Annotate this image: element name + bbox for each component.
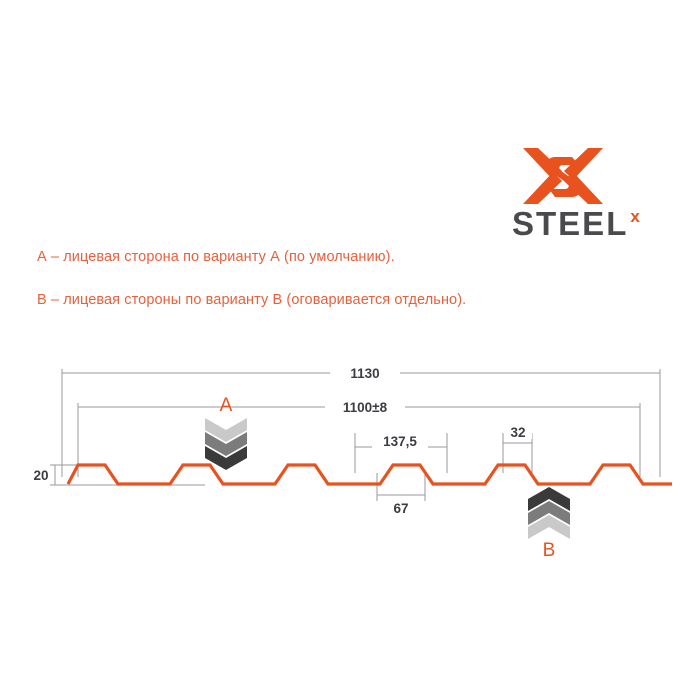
dim-label-1130: 1130	[350, 366, 379, 381]
dim-label-137-5: 137,5	[383, 434, 417, 449]
marker-b-letter: B	[542, 540, 556, 561]
marker-a-letter: A	[219, 395, 233, 416]
dimension-137-5: 137,5	[354, 433, 448, 473]
dim-label-137-bg	[372, 435, 428, 449]
marker-variant-b: B	[526, 487, 572, 561]
steelx-wordmark: STEEL x	[512, 207, 672, 243]
dim-label-1100: 1100±8	[343, 400, 388, 415]
steelx-x-mark-icon	[523, 148, 603, 204]
logo-word-steel: STEEL	[512, 205, 629, 242]
chevron-down-icon	[205, 418, 247, 470]
profile-technical-drawing: 1130 1100±8 137,5 67	[33, 366, 672, 516]
dimension-1130: 1130	[62, 366, 660, 381]
profile-outline	[66, 463, 672, 486]
marker-variant-a: A	[203, 396, 249, 470]
steelx-logo: STEEL x	[512, 145, 672, 245]
chevron-up-icon	[528, 487, 570, 539]
dimension-67: 67	[376, 473, 426, 516]
dim-label-32: 32	[510, 425, 525, 440]
dim-label-32-bg	[504, 425, 532, 439]
extension-lines-group	[61, 369, 661, 477]
dim-label-20: 20	[33, 468, 48, 483]
logo-superscript-x: x	[630, 207, 640, 226]
dimension-1100: 1100±8	[78, 400, 640, 415]
note-variant-b: В – лицевая стороны по варианту В (огова…	[37, 292, 467, 308]
dim-label-67: 67	[393, 501, 408, 516]
note-variant-a: А – лицевая сторона по варианту А (по ум…	[37, 249, 395, 265]
